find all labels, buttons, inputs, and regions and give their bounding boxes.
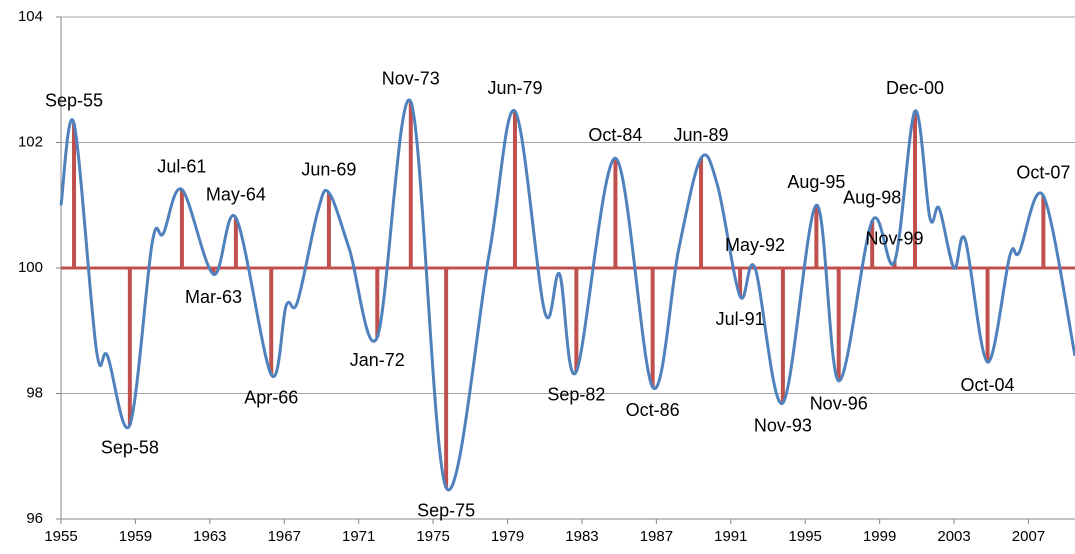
- x-tick-label: 1959: [119, 528, 152, 545]
- turning-label: Oct-86: [626, 400, 680, 420]
- turning-spike: [444, 268, 449, 488]
- turning-label: May-64: [206, 185, 266, 205]
- turning-label: Aug-98: [843, 188, 901, 208]
- turning-label: Sep-82: [547, 384, 605, 404]
- y-tick-label: 100: [18, 259, 43, 276]
- x-tick-label: 1955: [44, 528, 77, 545]
- x-tick-label: 2003: [937, 528, 970, 545]
- turning-label: Nov-93: [754, 416, 812, 436]
- turning-label: Jan-72: [350, 350, 405, 370]
- turning-label: Jun-69: [301, 159, 356, 179]
- turning-label: May-92: [725, 235, 785, 255]
- turning-spike: [650, 268, 655, 388]
- y-tick-label: 98: [26, 384, 43, 401]
- turning-spike: [233, 217, 238, 268]
- x-tick-label: 1987: [640, 528, 673, 545]
- turning-spike: [892, 261, 897, 268]
- turning-label: Jul-91: [716, 309, 765, 329]
- x-tick-label: 1971: [342, 528, 375, 545]
- turning-spike: [375, 268, 380, 338]
- turning-label: Apr-66: [244, 387, 298, 407]
- x-tick-label: 1983: [565, 528, 598, 545]
- y-tick-label: 96: [26, 510, 43, 527]
- y-tick-label: 104: [18, 8, 43, 25]
- turning-spike: [985, 268, 990, 363]
- series-line: [59, 98, 1075, 492]
- turning-spike: [870, 220, 875, 268]
- turning-spike: [408, 101, 413, 269]
- turning-label: Jul-61: [157, 156, 206, 176]
- turning-spike: [72, 123, 77, 268]
- x-tick-label: 1979: [491, 528, 524, 545]
- x-tick-label: 1967: [268, 528, 301, 545]
- turning-spike: [738, 268, 743, 297]
- turning-spike: [836, 268, 841, 381]
- turning-label: Nov-96: [810, 394, 868, 414]
- turning-spike: [512, 111, 517, 268]
- x-tick-label: 1999: [863, 528, 896, 545]
- turning-label: Jun-79: [487, 78, 542, 98]
- turning-spike: [814, 205, 819, 268]
- turning-label: Aug-95: [787, 172, 845, 192]
- turning-spike: [912, 111, 917, 268]
- turning-spike: [1041, 195, 1046, 268]
- x-tick-label: 1963: [193, 528, 226, 545]
- turning-label: Mar-63: [185, 287, 242, 307]
- turning-spike: [613, 158, 618, 268]
- turning-spike: [574, 268, 579, 372]
- turning-label: Sep-75: [417, 500, 475, 520]
- turning-spike: [780, 268, 785, 403]
- turning-label: Jun-89: [674, 125, 729, 145]
- turning-label: Sep-58: [101, 438, 159, 458]
- turning-label: Sep-55: [45, 90, 103, 110]
- turning-spike: [127, 268, 132, 425]
- x-tick-label: 1991: [714, 528, 747, 545]
- x-tick-label: 1975: [416, 528, 449, 545]
- y-tick-label: 102: [18, 133, 43, 150]
- turning-label: Oct-84: [588, 125, 642, 145]
- turning-label: Nov-73: [382, 68, 440, 88]
- turning-label: Nov-99: [866, 228, 924, 248]
- turning-spike: [179, 189, 184, 268]
- turning-spike: [269, 268, 274, 375]
- x-tick-label: 2007: [1012, 528, 1045, 545]
- turning-label: Oct-04: [961, 375, 1015, 395]
- turning-label: Dec-00: [886, 78, 944, 98]
- x-tick-label: 1995: [789, 528, 822, 545]
- turning-spike: [326, 192, 331, 268]
- turning-label: Oct-07: [1016, 163, 1070, 183]
- turning-spike: [699, 158, 704, 268]
- turning-spike: [211, 268, 216, 275]
